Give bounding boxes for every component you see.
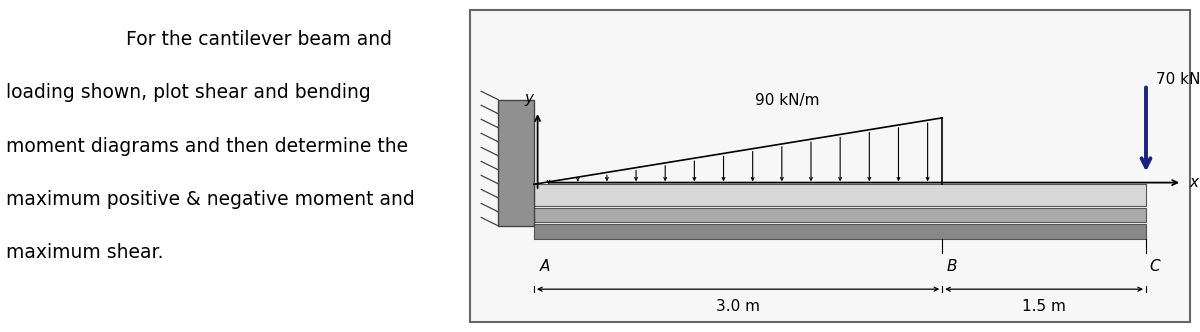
Text: y: y [524, 91, 534, 106]
Text: 1.5 m: 1.5 m [1022, 299, 1066, 314]
Text: For the cantilever beam and: For the cantilever beam and [126, 30, 392, 49]
Text: 70 kN: 70 kN [1156, 72, 1200, 87]
Bar [534, 224, 1146, 239]
Text: 90 kN/m: 90 kN/m [755, 93, 820, 108]
Text: x: x [1189, 175, 1198, 190]
Text: 3.0 m: 3.0 m [716, 299, 760, 314]
Text: maximum positive & negative moment and: maximum positive & negative moment and [6, 190, 415, 209]
Text: loading shown, plot shear and bending: loading shown, plot shear and bending [6, 83, 371, 103]
Text: A: A [540, 259, 551, 274]
Text: maximum shear.: maximum shear. [6, 243, 163, 262]
Bar [470, 10, 1190, 322]
Text: C: C [1150, 259, 1160, 274]
Text: B: B [947, 259, 958, 274]
Bar [534, 208, 1146, 222]
Text: moment diagrams and then determine the: moment diagrams and then determine the [6, 136, 408, 156]
Bar [498, 100, 534, 226]
Bar [534, 184, 1146, 206]
